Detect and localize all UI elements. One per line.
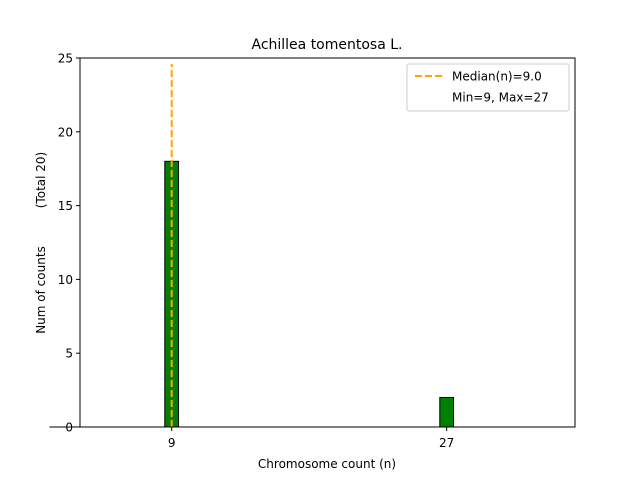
legend-minmax-label: Min=9, Max=27 <box>452 91 549 105</box>
x-tick-label: 9 <box>168 436 176 450</box>
y-axis-label: Num of counts <box>34 246 48 334</box>
x-tick-label: 27 <box>439 436 454 450</box>
plot-frame <box>79 57 576 428</box>
plot-area <box>49 64 499 428</box>
legend: Median(n)=9.0 Min=9, Max=27 <box>406 63 570 112</box>
y-tick-label: 20 <box>58 125 73 139</box>
bar-27 <box>439 396 455 428</box>
legend-box <box>406 63 570 112</box>
x-axis-label: Chromosome count (n) <box>258 457 396 471</box>
y-tick-label: 10 <box>58 273 73 287</box>
y-tick-label: 15 <box>58 199 73 213</box>
chart-title: Achillea tomentosa L. <box>251 37 402 53</box>
y-axis-total-note: (Total 20) <box>34 152 48 208</box>
legend-median-label: Median(n)=9.0 <box>452 70 542 84</box>
y-tick-label: 25 <box>58 52 73 66</box>
y-tick-label: 5 <box>65 347 73 361</box>
x-axis: 9 27 <box>168 427 454 450</box>
y-tick-label: 0 <box>65 421 73 435</box>
y-axis: 0 5 10 15 20 25 <box>58 52 80 435</box>
